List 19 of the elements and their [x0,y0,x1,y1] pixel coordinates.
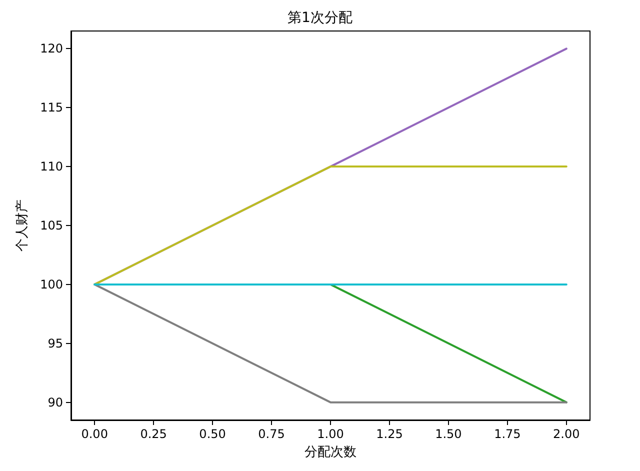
x-tick-label: 1.25 [376,427,403,441]
y-tick-label: 105 [40,218,63,232]
y-tick-label: 90 [48,395,63,410]
y-tick-label: 115 [40,100,63,115]
x-tick-label: 0.00 [81,427,108,441]
x-axis-title: 分配次数 [304,445,356,460]
x-tick-label: 2.00 [553,427,580,441]
y-axis-title: 个人财产 [15,200,30,252]
x-tick-label: 0.25 [140,427,167,441]
chart-title: 第1次分配 [288,10,352,26]
y-tick-label: 95 [48,336,63,350]
x-tick-label: 1.50 [435,427,462,441]
x-tick-label: 1.75 [494,427,521,441]
x-tick-label: 1.00 [317,427,344,441]
x-tick-label: 0.75 [258,427,285,441]
x-tick-label: 0.50 [199,427,226,441]
y-tick-label: 100 [40,277,63,292]
y-tick-label: 120 [40,42,63,56]
y-tick-label: 110 [40,160,63,174]
